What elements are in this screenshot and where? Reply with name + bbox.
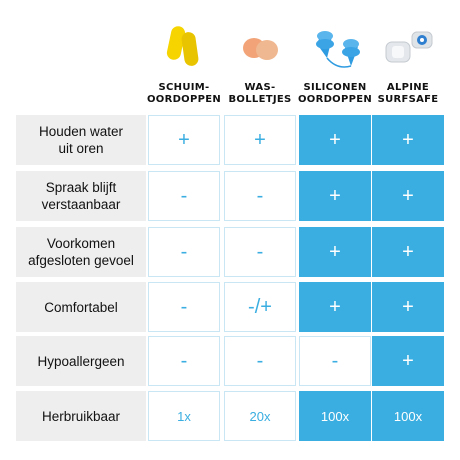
row-label: Hypoallergeen — [16, 336, 146, 386]
table-cell: 1x — [148, 391, 220, 441]
table-cell: 20x — [224, 391, 296, 441]
table-cell: + — [372, 115, 444, 165]
column-label: ALPINE SURFSAFE — [377, 82, 439, 105]
row-label: Houden water uit oren — [16, 115, 146, 165]
table-cell: + — [299, 227, 371, 277]
column-label: SILICONEN OORDOPPEN — [297, 82, 373, 105]
column-header-alpine: ALPINE SURFSAFE — [372, 0, 444, 108]
column-label: WAS- BOLLETJES — [228, 82, 292, 105]
column-header-silicone: SILICONEN OORDOPPEN — [297, 0, 373, 108]
table-cell: - — [224, 227, 296, 277]
table-cell: - — [224, 336, 296, 386]
column-label: SCHUIM- OORDOPPEN — [146, 82, 222, 105]
table-cell: - — [224, 171, 296, 221]
column-header-wax: WAS- BOLLETJES — [224, 0, 296, 108]
table-cell: + — [372, 227, 444, 277]
foam-earplugs-icon — [154, 18, 214, 76]
row-label: Spraak blijft verstaanbaar — [16, 171, 146, 221]
column-header-foam: SCHUIM- OORDOPPEN — [146, 0, 222, 108]
table-cell: - — [299, 336, 371, 386]
table-cell: + — [372, 336, 444, 386]
row-label: Voorkomen afgesloten gevoel — [16, 227, 146, 277]
table-cell: - — [148, 282, 220, 332]
table-cell: + — [148, 115, 220, 165]
table-cell: + — [299, 171, 371, 221]
table-cell: - — [148, 227, 220, 277]
table-cell: - — [148, 171, 220, 221]
table-cell: + — [372, 282, 444, 332]
alpine-surfsafe-icon — [378, 18, 438, 76]
table-cell: + — [224, 115, 296, 165]
table-cell: 100x — [299, 391, 371, 441]
table-cell: + — [372, 171, 444, 221]
table-cell: + — [299, 282, 371, 332]
silicone-earplugs-icon — [305, 18, 365, 76]
table-cell: 100x — [372, 391, 444, 441]
table-cell: -/+ — [224, 282, 296, 332]
table-cell: + — [299, 115, 371, 165]
wax-balls-icon — [230, 18, 290, 76]
row-label: Herbruikbaar — [16, 391, 146, 441]
table-cell: - — [148, 336, 220, 386]
row-label: Comfortabel — [16, 282, 146, 332]
